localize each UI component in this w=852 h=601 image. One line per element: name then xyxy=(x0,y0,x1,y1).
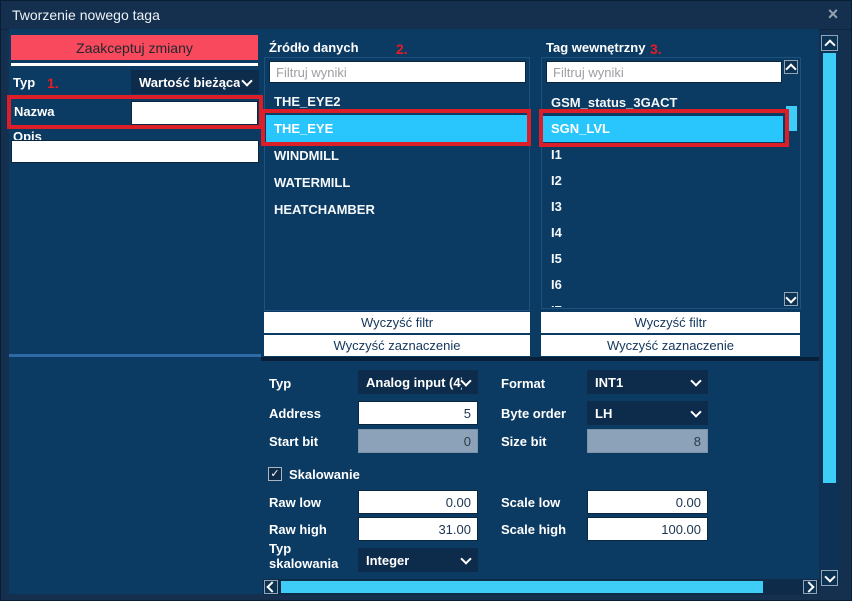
prop-typ-label: Typ xyxy=(269,376,292,391)
chevron-down-icon xyxy=(690,405,702,418)
address-input[interactable] xyxy=(358,401,478,425)
list-item[interactable]: THE_EYE2 xyxy=(274,94,341,109)
scale-low-input[interactable] xyxy=(587,490,708,514)
typ-skalowania-select[interactable]: Integer xyxy=(358,548,478,572)
close-icon[interactable]: × xyxy=(827,4,839,24)
prop-typ-select-value: Analog input (4) xyxy=(366,374,463,390)
scale-high-label: Scale high xyxy=(501,522,567,537)
skalowanie-label: Skalowanie xyxy=(289,467,360,482)
scroll-left-button[interactable] xyxy=(264,580,278,594)
scale-high-input[interactable] xyxy=(587,517,708,541)
nazwa-label: Nazwa xyxy=(14,104,55,119)
chevron-left-icon xyxy=(266,581,278,593)
chevron-down-icon xyxy=(460,552,472,565)
tag-clear-filter-button[interactable]: Wyczyść filtr xyxy=(541,312,800,333)
format-select[interactable]: INT1 xyxy=(587,370,708,394)
vertical-scrollbar-thumb[interactable] xyxy=(823,53,836,483)
tag-list: GSM_status_3GACT SGN_LVL I1 I2 I3 I4 I5 I6 I7 xyxy=(543,90,783,307)
start-bit-label: Start bit xyxy=(269,434,319,449)
chevron-down-icon xyxy=(823,570,836,583)
dialog-title: Tworzenie nowego taga xyxy=(12,7,160,23)
source-filter-input[interactable] xyxy=(269,61,526,83)
tag-list-scroll-down-button[interactable] xyxy=(784,291,798,306)
scroll-down-button[interactable] xyxy=(821,570,838,586)
raw-low-input[interactable] xyxy=(358,490,478,514)
list-item[interactable]: I5 xyxy=(551,251,562,266)
skalowanie-checkbox[interactable]: ✓ xyxy=(268,467,282,481)
source-clear-selection-button[interactable]: Wyczyść zaznaczenie xyxy=(264,335,530,356)
byte-order-select[interactable]: LH xyxy=(587,401,708,425)
raw-high-label: Raw high xyxy=(269,522,327,537)
annotation-1: 1. xyxy=(47,75,59,91)
list-item[interactable]: WATERMILL xyxy=(274,175,351,190)
list-item[interactable]: I4 xyxy=(551,225,562,240)
format-label: Format xyxy=(501,376,546,391)
section-separator xyxy=(261,357,819,361)
list-item[interactable]: GSM_status_3GACT xyxy=(551,95,678,110)
list-item[interactable]: SGN_LVL xyxy=(543,116,783,142)
accept-changes-button[interactable]: Zaakceptuj zmiany xyxy=(11,35,258,60)
left-panel-divider xyxy=(11,63,258,66)
scale-low-label: Scale low xyxy=(501,495,561,510)
chevron-down-icon xyxy=(785,291,797,304)
address-label: Address xyxy=(269,406,322,421)
byte-order-select-value: LH xyxy=(595,405,613,421)
typ-skalowania-label: Typ skalowania xyxy=(269,541,339,571)
raw-high-input[interactable] xyxy=(358,517,478,541)
list-item[interactable]: I2 xyxy=(551,173,562,188)
tag-filter-input[interactable] xyxy=(546,61,782,83)
prop-typ-select[interactable]: Analog input (4) xyxy=(358,370,478,394)
tag-list-scrollbar-thumb[interactable] xyxy=(786,106,797,131)
list-item[interactable]: I1 xyxy=(551,147,562,162)
scroll-up-button[interactable] xyxy=(821,35,838,51)
raw-low-label: Raw low xyxy=(269,495,322,510)
tag-list-scroll-up-button[interactable] xyxy=(784,60,798,75)
checkmark-icon: ✓ xyxy=(270,468,280,480)
annotation-2: 2. xyxy=(396,41,408,57)
size-bit-input xyxy=(587,429,708,453)
list-item[interactable]: I3 xyxy=(551,199,562,214)
list-item[interactable]: I7 xyxy=(543,298,783,307)
section-separator-left xyxy=(9,354,261,357)
chevron-down-icon xyxy=(690,374,702,387)
typ-select-value: Wartość bieżąca xyxy=(139,74,241,90)
list-item[interactable]: THE_EYE xyxy=(266,115,528,142)
chevron-down-icon xyxy=(241,74,253,87)
opis-input[interactable] xyxy=(11,140,259,163)
start-bit-input xyxy=(358,429,478,453)
format-select-value: INT1 xyxy=(595,374,624,390)
nazwa-input[interactable] xyxy=(131,101,258,125)
tag-panel-title: Tag wewnętrzny xyxy=(546,40,646,55)
list-item[interactable]: I6 xyxy=(551,277,562,292)
dialog-titlebar: Tworzenie nowego taga × xyxy=(1,1,851,30)
source-panel-title: Źródło danych xyxy=(269,40,359,55)
source-listbox: THE_EYE2 THE_EYE WINDMILL WATERMILL HEATCHAM… xyxy=(264,57,530,311)
typ-skalowania-select-value: Integer xyxy=(366,552,410,568)
list-item[interactable]: WINDMILL xyxy=(274,148,339,163)
byte-order-label: Byte order xyxy=(501,406,567,421)
source-list: THE_EYE2 THE_EYE WINDMILL WATERMILL HEATCHAM… xyxy=(266,88,528,309)
chevron-up-icon xyxy=(823,38,836,51)
annotation-3: 3. xyxy=(650,41,662,57)
list-item[interactable]: HEATCHAMBER xyxy=(274,202,375,217)
chevron-right-icon xyxy=(803,581,815,593)
source-clear-filter-button[interactable]: Wyczyść filtr xyxy=(264,312,530,333)
horizontal-scrollbar-thumb[interactable] xyxy=(281,581,763,593)
tag-listbox: GSM_status_3GACT SGN_LVL I1 I2 I3 I4 I5 I6 I7 xyxy=(541,57,801,309)
typ-select[interactable]: Wartość bieżąca xyxy=(131,70,259,94)
scroll-right-button[interactable] xyxy=(803,580,817,594)
size-bit-label: Size bit xyxy=(501,434,547,449)
chevron-up-icon xyxy=(785,62,797,75)
tag-clear-selection-button[interactable]: Wyczyść zaznaczenie xyxy=(541,335,800,356)
typ-label: Typ xyxy=(13,75,36,90)
